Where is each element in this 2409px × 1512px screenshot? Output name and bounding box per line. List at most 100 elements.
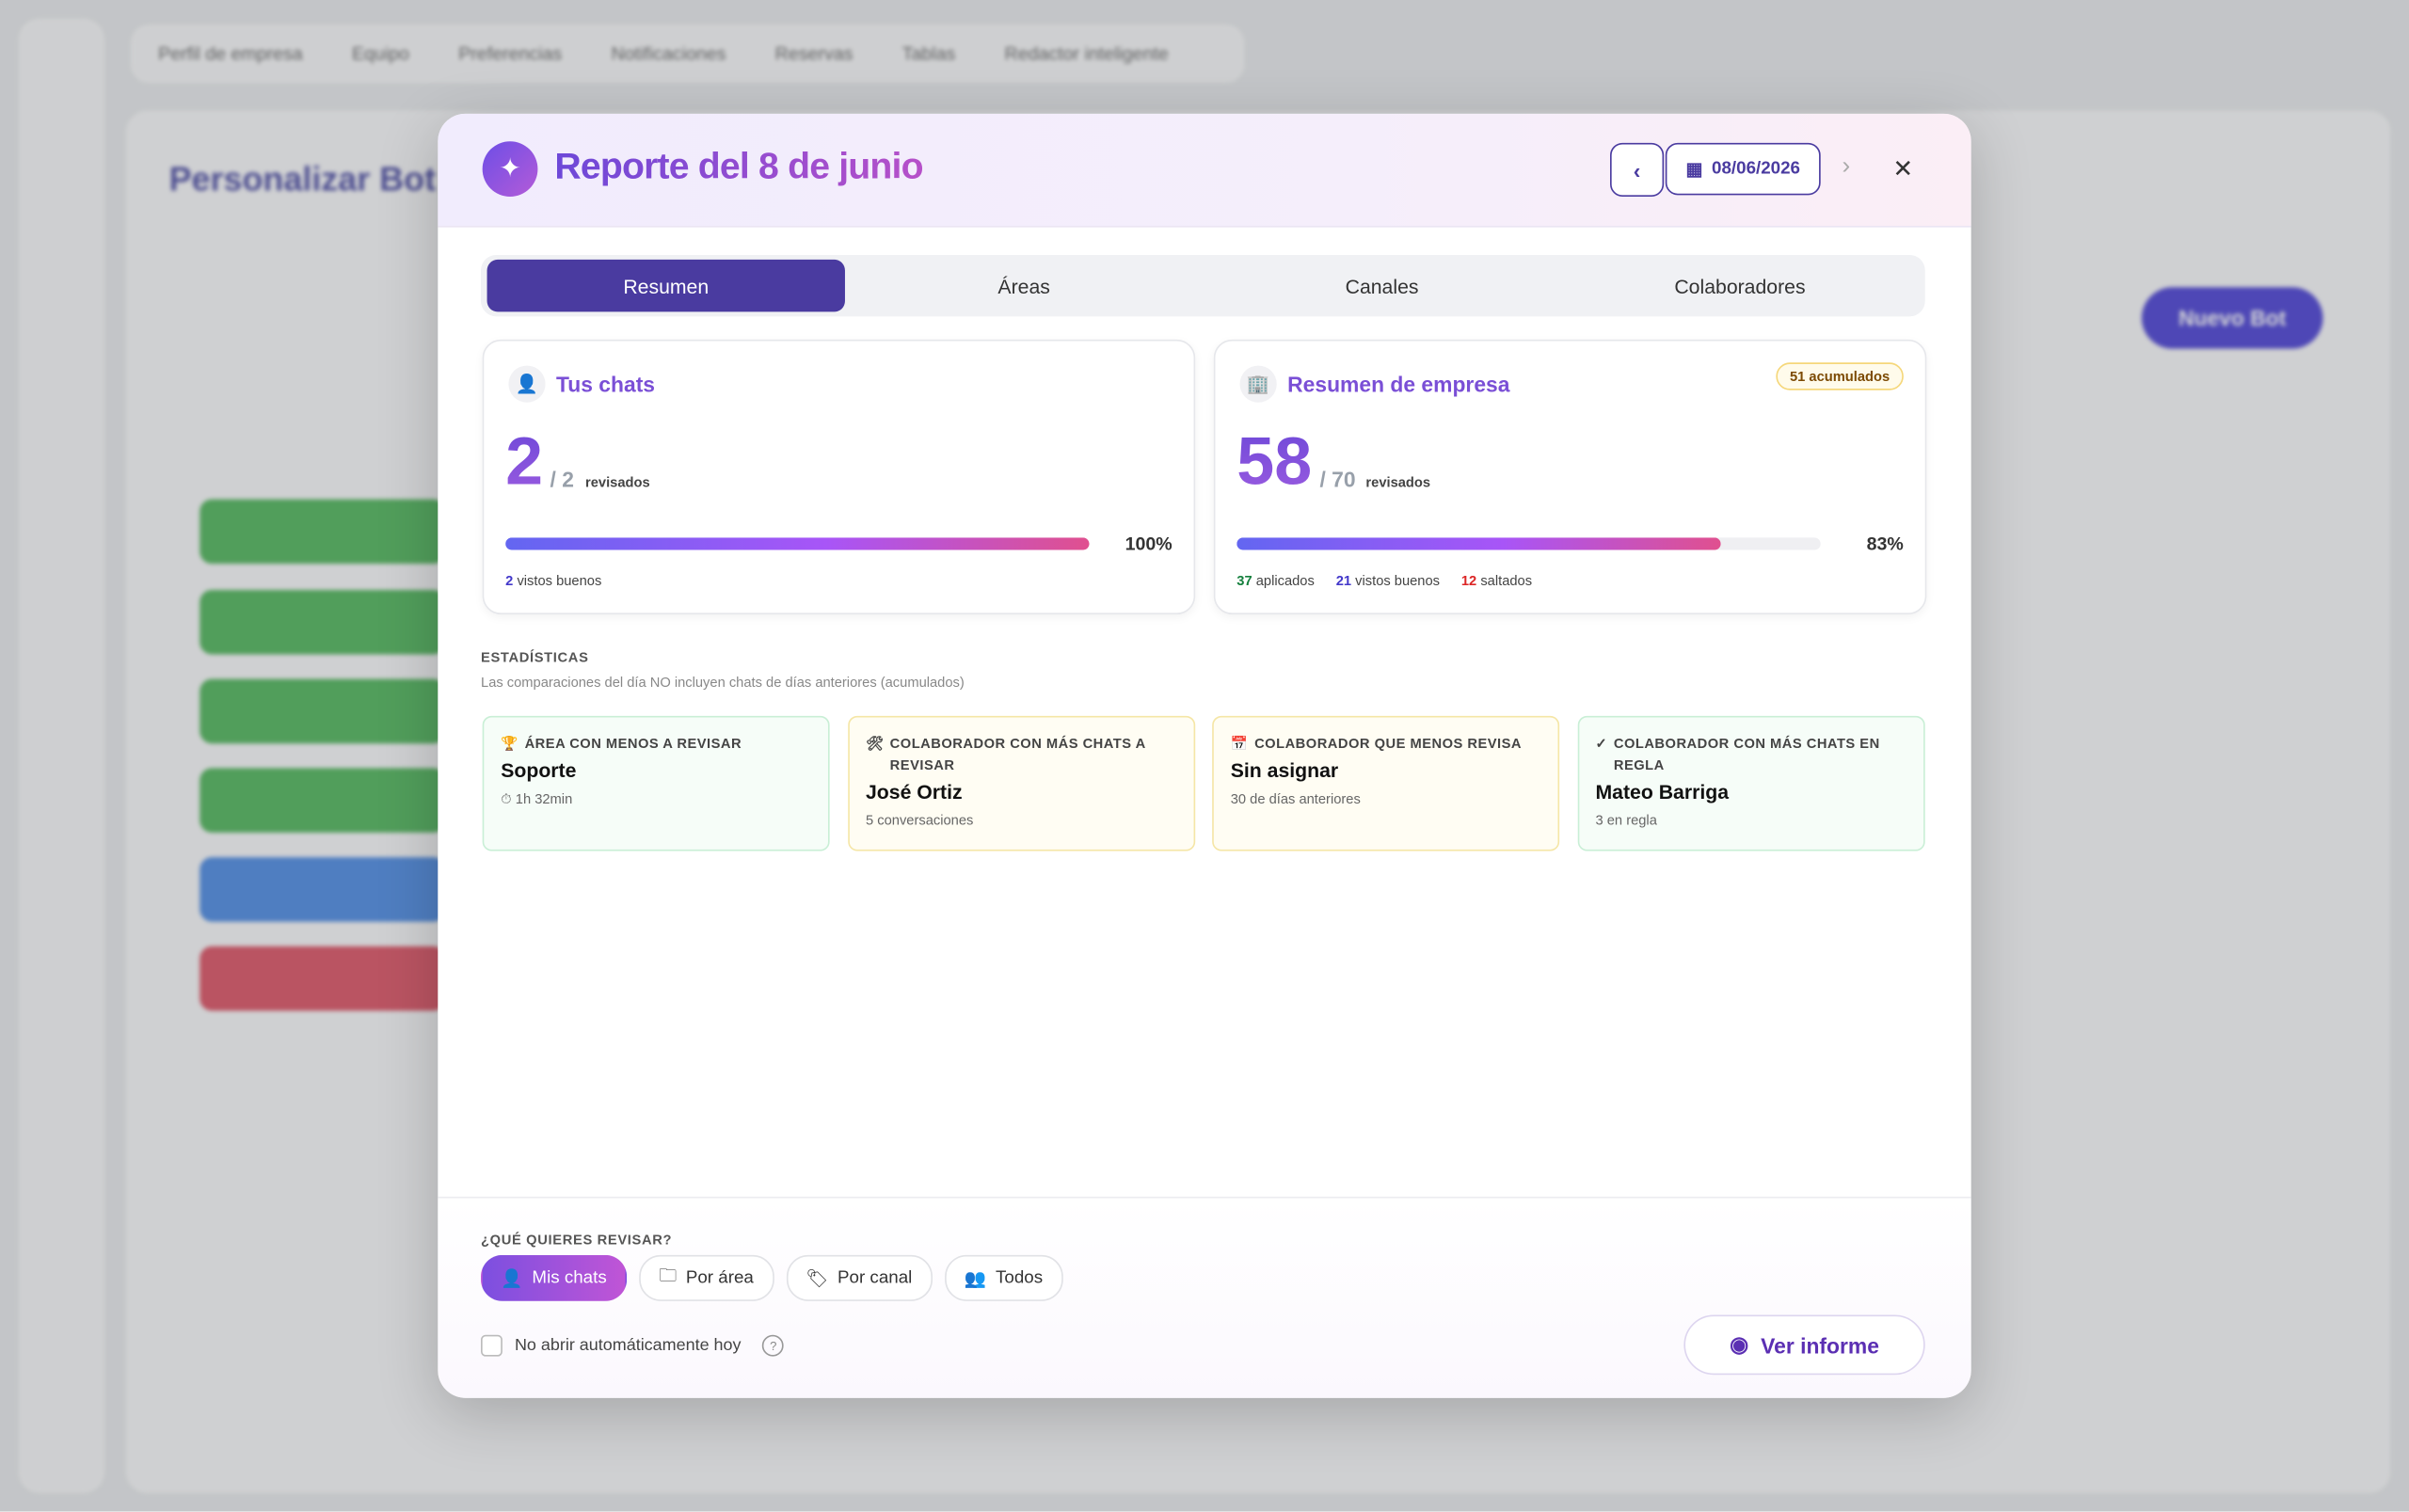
stat: 37 aplicados	[1236, 573, 1315, 588]
filter-pill[interactable]: 🏷 Por canal	[786, 1254, 933, 1301]
tab[interactable]: Áreas	[997, 274, 1050, 297]
stat-card-icon: ✓	[1595, 736, 1608, 752]
filter-pill[interactable]: 👥 Todos	[944, 1254, 1063, 1301]
stat-card-label: 🛠 COLABORADOR CON MÁS CHATS A REVISAR	[866, 733, 1176, 776]
stat: 2 vistos buenos	[505, 573, 601, 588]
filter-label: Mis chats	[532, 1268, 607, 1288]
stat-card-detail: 30 de días anteriores	[1230, 790, 1361, 807]
badge: 51 acumulados	[1776, 362, 1904, 390]
stat-card-label-text: COLABORADOR QUE MENOS REVISA	[1254, 736, 1523, 752]
sidebar	[18, 18, 105, 1493]
stat: 21 vistos buenos	[1336, 573, 1440, 588]
nav-item[interactable]: Tablas	[901, 42, 956, 65]
question: ¿QUÉ QUIERES REVISAR?	[481, 1232, 673, 1248]
filter-icon: 🏷	[806, 1270, 829, 1289]
cta-label: Ver informe	[1761, 1332, 1879, 1358]
help-icon[interactable]: ?	[762, 1334, 785, 1357]
stat-card-value: Soporte	[501, 758, 577, 783]
filter-label: Todos	[996, 1268, 1044, 1288]
stats-note: Las comparaciones del día NO incluyen ch…	[481, 674, 965, 691]
tab[interactable]: Resumen	[487, 259, 845, 312]
top-nav: Perfil de empresa Equipo Preferencias Notif…	[130, 24, 1245, 84]
stat-card-label-text: COLABORADOR CON MÁS CHATS A REVISAR	[889, 736, 1146, 773]
stat-card-icon: 🛠	[865, 736, 885, 752]
filter-icon: 🗀	[659, 1266, 678, 1285]
nav-item[interactable]: Equipo	[351, 42, 409, 65]
new-bot-button[interactable]: Nuevo Bot	[2141, 287, 2323, 349]
stat-label: vistos buenos	[1355, 572, 1441, 589]
stat-card: ✓ COLABORADOR CON MÁS CHATS EN REGLA Mateo…	[1576, 715, 1924, 851]
close-button[interactable]: ✕	[1892, 156, 1914, 183]
unit: revisados	[585, 474, 650, 490]
stat-card-label: 📅 COLABORADOR QUE MENOS REVISA	[1231, 733, 1541, 755]
card-title: Tus chats	[556, 372, 656, 397]
filter-label: Por área	[685, 1268, 754, 1288]
logo-icon: ✦	[482, 141, 538, 197]
stat-card-detail: 5 conversaciones	[865, 812, 974, 828]
stat-value: 2	[505, 572, 514, 589]
stat-label: aplicados	[1255, 572, 1315, 589]
filter-label: Por canal	[837, 1268, 913, 1288]
reviewed-count: 2	[505, 423, 544, 500]
date-picker[interactable]: ▦ 08/06/2026	[1665, 142, 1821, 196]
filter-pill[interactable]: 🗀 Por área	[639, 1254, 774, 1301]
filter-icon: 👤	[501, 1270, 523, 1289]
tab[interactable]: Canales	[1345, 274, 1419, 297]
prev-day-button[interactable]: ‹	[1610, 142, 1665, 197]
stat-card-label-text: ÁREA CON MENOS A REVISAR	[524, 736, 742, 752]
stat-label: vistos buenos	[517, 572, 602, 589]
page-title: Personalizar Bot	[168, 159, 437, 199]
stat-card-icon: 📅	[1230, 736, 1249, 752]
card-icon: 🏢	[1239, 365, 1277, 403]
stat-card-value: Mateo Barriga	[1595, 780, 1730, 804]
stat-card-label: ✓ COLABORADOR CON MÁS CHATS EN REGLA	[1596, 733, 1906, 776]
stat-card-detail: ⏱ 1h 32min	[501, 790, 573, 807]
total-count: 70	[1319, 467, 1355, 491]
view-report-button[interactable]: ◉ Ver informe	[1683, 1314, 1925, 1376]
stat-card: 🏆 ÁREA CON MENOS A REVISAR Soporte ⏱ 1h 32m…	[482, 715, 830, 851]
stat-card-detail: 3 en regla	[1595, 812, 1657, 828]
stats: 2 vistos buenos	[505, 573, 601, 588]
auto-open-option[interactable]: No abrir automáticamente hoy?	[481, 1334, 785, 1357]
stat-card-value: José Ortiz	[865, 780, 963, 804]
filters: 👤 Mis chats 🗀 Por área 🏷 Por canal 👥 Todos	[481, 1254, 1063, 1301]
stat-card-label: 🏆 ÁREA CON MENOS A REVISAR	[501, 733, 811, 755]
unit: revisados	[1365, 474, 1431, 490]
percent: 100%	[1125, 533, 1173, 555]
next-day-button[interactable]: ›	[1842, 153, 1851, 181]
my-chats-card: 👤Tus chats22revisados100%2 vistos buenos	[482, 339, 1196, 615]
reviewed-count: 58	[1236, 423, 1313, 500]
bot-row	[199, 499, 446, 565]
progress-track	[1236, 537, 1821, 550]
card-icon: 👤	[508, 365, 546, 403]
date: 08/06/2026	[1712, 159, 1801, 179]
modal-header: ✦ Reporte del 8 de junio ‹ ▦ 08/06/2026 ›…	[438, 113, 1971, 228]
tab[interactable]: Colaboradores	[1674, 274, 1806, 297]
stat: 12 saltados	[1461, 573, 1532, 588]
stat-value: 21	[1335, 572, 1352, 589]
checkbox[interactable]	[481, 1334, 503, 1357]
modal-footer: ¿QUÉ QUIERES REVISAR? 👤 Mis chats 🗀 Por áre…	[438, 1196, 1971, 1398]
bot-row	[199, 857, 446, 922]
bot-row	[199, 678, 446, 744]
nav-item[interactable]: Notificaciones	[611, 42, 726, 65]
percent: 83%	[1866, 533, 1904, 555]
stat-value: 37	[1236, 572, 1252, 589]
filter-pill[interactable]: 👤 Mis chats	[481, 1254, 627, 1301]
nav-item[interactable]: Reservas	[774, 42, 854, 65]
filter-icon: 👥	[964, 1270, 987, 1289]
total-count: 2	[550, 467, 574, 491]
nav-item[interactable]: Redactor inteligente	[1004, 42, 1169, 65]
stat-card-icon: 🏆	[501, 736, 519, 752]
nav-item[interactable]: Perfil de empresa	[158, 42, 303, 65]
stat-card: 🛠 COLABORADOR CON MÁS CHATS A REVISAR José…	[847, 715, 1195, 851]
bot-row	[199, 589, 446, 655]
progress-fill	[1236, 537, 1721, 550]
stats: 37 aplicados 21 vistos buenos 12 saltados	[1236, 573, 1532, 588]
nav-item[interactable]: Preferencias	[458, 42, 563, 65]
stat-card: 📅 COLABORADOR QUE MENOS REVISA Sin asignar…	[1212, 715, 1560, 851]
bot-row	[199, 946, 446, 1011]
